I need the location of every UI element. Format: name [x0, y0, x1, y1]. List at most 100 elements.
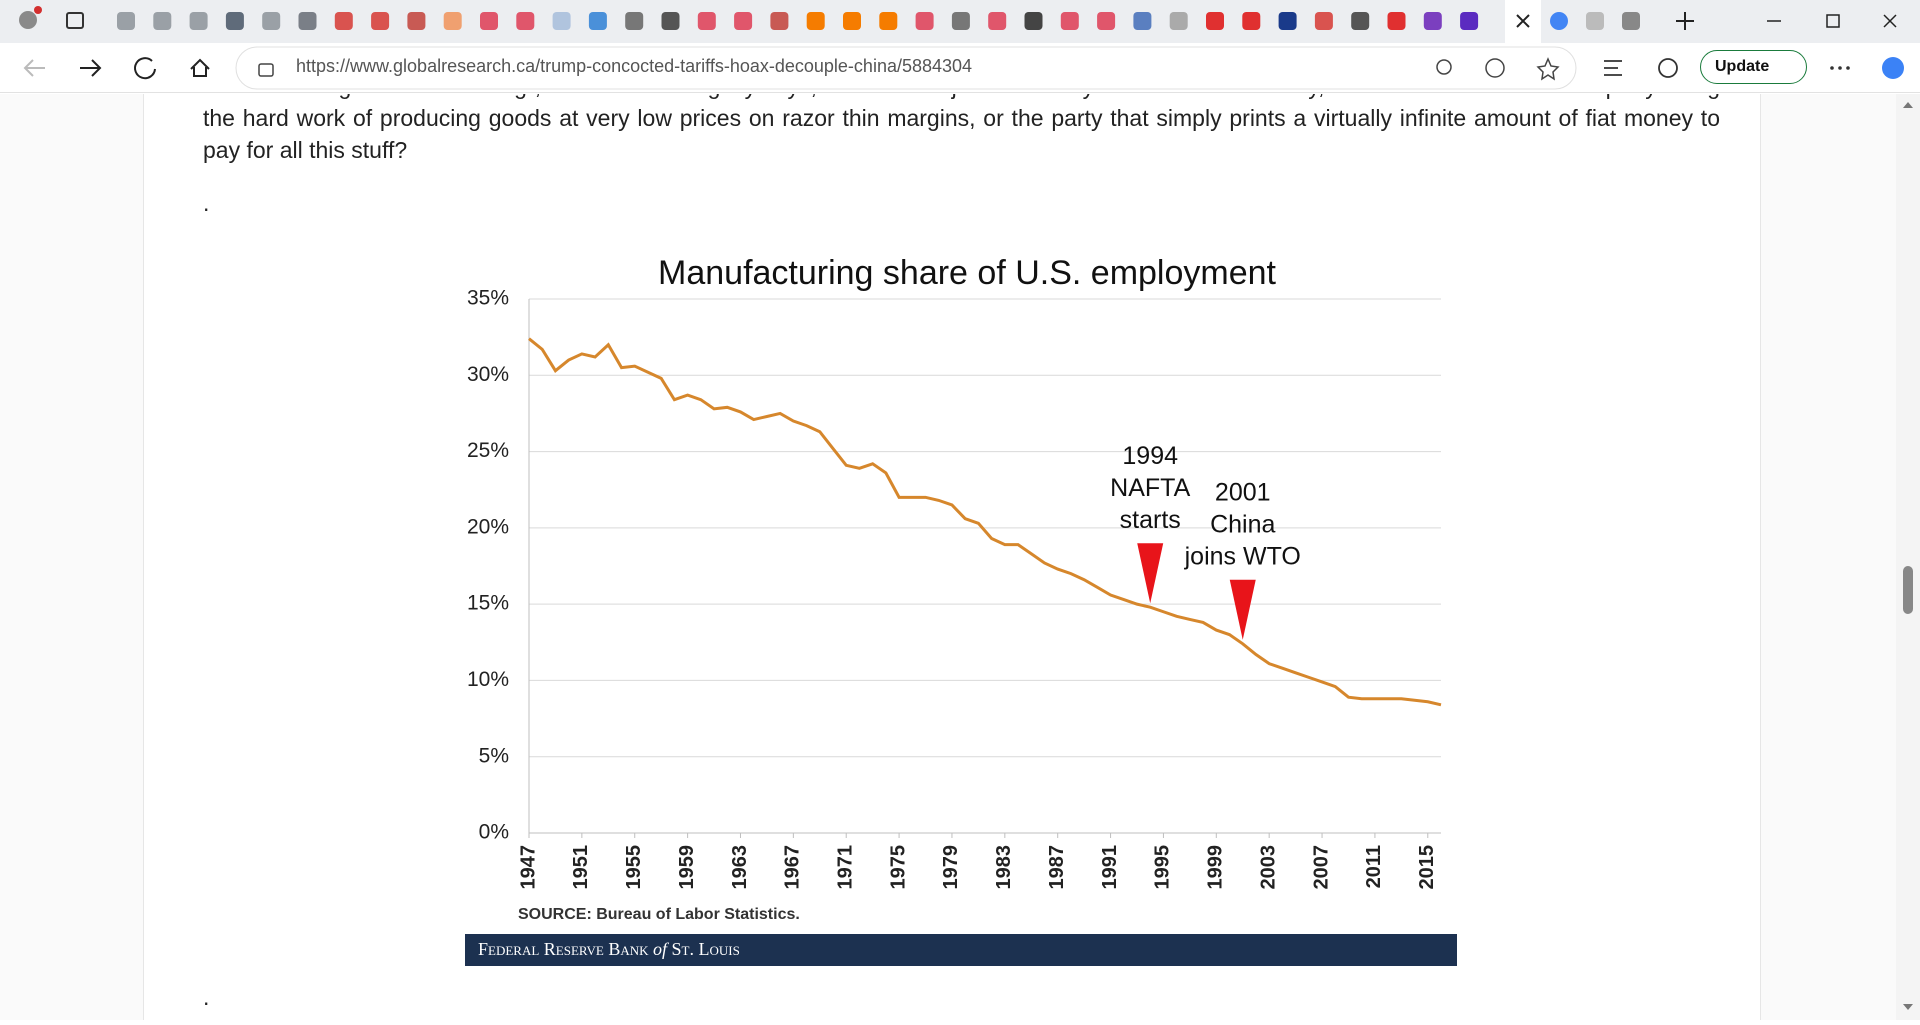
x-tick-label: 1955 [623, 845, 645, 890]
new-tab[interactable] [1676, 12, 1694, 30]
x-tick-label: 1987 [1046, 845, 1068, 890]
tab-icon[interactable] [1387, 12, 1406, 30]
forward[interactable] [80, 59, 102, 77]
tab-icon[interactable] [734, 12, 753, 30]
tab-icon[interactable] [588, 12, 607, 30]
x-tick-label: 1963 [729, 845, 751, 890]
tab-icon[interactable] [117, 12, 135, 30]
favorite[interactable] [1536, 57, 1560, 81]
toolbar-icons [23, 46, 1904, 90]
source: SOURCE: Bureau of Labor Statistics. [518, 906, 800, 923]
tab-icon [1586, 12, 1604, 30]
tab-icon[interactable] [951, 12, 970, 30]
x-tick-label: 1979 [940, 845, 962, 890]
tab-icon[interactable] [1460, 12, 1479, 30]
y-tick-label: 35% [467, 287, 509, 310]
copilot[interactable] [1882, 57, 1904, 79]
x-tick-label: 1999 [1205, 845, 1227, 890]
tab-icon[interactable] [1242, 12, 1261, 30]
menu-dot [1846, 66, 1850, 70]
footer-part: of [653, 939, 670, 959]
tab-icons [19, 0, 1897, 43]
read-aloud[interactable] [1485, 58, 1505, 78]
tab-icon[interactable] [1060, 12, 1079, 30]
tab-actions[interactable] [66, 12, 84, 29]
zoom[interactable] [1436, 59, 1452, 75]
y-tick-label: 25% [467, 439, 509, 462]
tab-icon[interactable] [1169, 12, 1188, 30]
chart-title: Manufacturing share of U.S. employment [658, 254, 1277, 292]
x-tick-label: 1959 [676, 845, 698, 890]
annotation-arrow [1229, 579, 1256, 640]
footer-banner [465, 934, 1457, 966]
tab-icon[interactable] [915, 12, 934, 30]
site-info[interactable] [258, 63, 274, 77]
tab-icon [1550, 12, 1568, 30]
x-tick-label: 1971 [834, 845, 856, 890]
x-tick-label: 1947 [517, 845, 539, 890]
tab-strip [0, 0, 1920, 43]
tab-icon[interactable] [516, 12, 535, 30]
tab-icon[interactable] [1423, 12, 1442, 30]
tab-icon[interactable] [407, 12, 426, 30]
scroll-thumb[interactable] [1903, 566, 1913, 614]
y-tick-label: 20% [467, 515, 509, 538]
x-tick-label: 2015 [1416, 845, 1438, 890]
scroll-down[interactable] [1903, 1004, 1913, 1010]
tab-icon[interactable] [1351, 12, 1370, 30]
footer: Federal Reserve Bank of St. Louis [478, 939, 740, 959]
tab-icon[interactable] [625, 12, 644, 30]
update-button[interactable]: Update [1700, 50, 1807, 84]
page-content: Characterizing this as “cheating”, like … [0, 94, 1896, 1020]
tab-icon[interactable] [770, 12, 789, 30]
tab-icon[interactable] [189, 12, 208, 30]
tab-icon[interactable] [443, 12, 462, 30]
home[interactable] [190, 58, 210, 77]
omnibox[interactable] [235, 46, 1577, 90]
profile-icon[interactable] [19, 11, 37, 29]
address-bar [0, 43, 1920, 93]
menu-dot[interactable] [1830, 66, 1834, 70]
tab-icon[interactable] [1024, 12, 1043, 30]
close-tab[interactable] [1516, 14, 1530, 28]
tab-icon[interactable] [1133, 12, 1152, 30]
tab-icon[interactable] [1206, 12, 1224, 30]
tab-icon[interactable] [262, 12, 281, 30]
tab-icon[interactable] [334, 12, 353, 30]
menu-dot [1838, 66, 1842, 70]
tab-icon[interactable] [298, 12, 317, 30]
x-tick-label: 1975 [887, 845, 909, 890]
chart-background [465, 251, 1457, 967]
tab-icon[interactable] [480, 12, 498, 30]
tab-icon[interactable] [225, 12, 244, 30]
profile-badge [34, 6, 42, 14]
tab-icon[interactable] [1314, 12, 1333, 30]
annotation-text: 1994 [1122, 442, 1178, 470]
maximize[interactable] [1826, 14, 1840, 28]
url[interactable]: https://www.globalresearch.ca/trump-conc… [296, 56, 973, 76]
tab-icon[interactable] [371, 12, 390, 30]
tab-icon[interactable] [1097, 12, 1116, 30]
tab-icon[interactable] [843, 12, 861, 30]
x-tick-label: 1983 [993, 845, 1015, 890]
close-window[interactable] [1883, 14, 1897, 28]
tab-icon[interactable] [153, 12, 172, 30]
footer-part: St. Louis [672, 939, 740, 959]
tab-icon[interactable] [806, 12, 825, 30]
tab-icon[interactable] [697, 12, 716, 30]
history[interactable] [1658, 58, 1678, 78]
paragraph: . [203, 984, 210, 1010]
back[interactable] [23, 59, 45, 77]
tab-icon[interactable] [988, 12, 1007, 30]
refresh[interactable] [134, 57, 156, 80]
favorites[interactable] [1604, 60, 1622, 76]
data-line [528, 337, 1442, 707]
annotation-text: starts [1120, 506, 1181, 534]
tab-icon[interactable] [552, 12, 571, 30]
tab-icon[interactable] [879, 12, 898, 30]
tab-icon[interactable] [661, 12, 680, 30]
tab-icon[interactable] [1278, 12, 1297, 30]
scrollbar[interactable] [1896, 94, 1920, 1020]
scroll-up[interactable] [1903, 102, 1913, 108]
